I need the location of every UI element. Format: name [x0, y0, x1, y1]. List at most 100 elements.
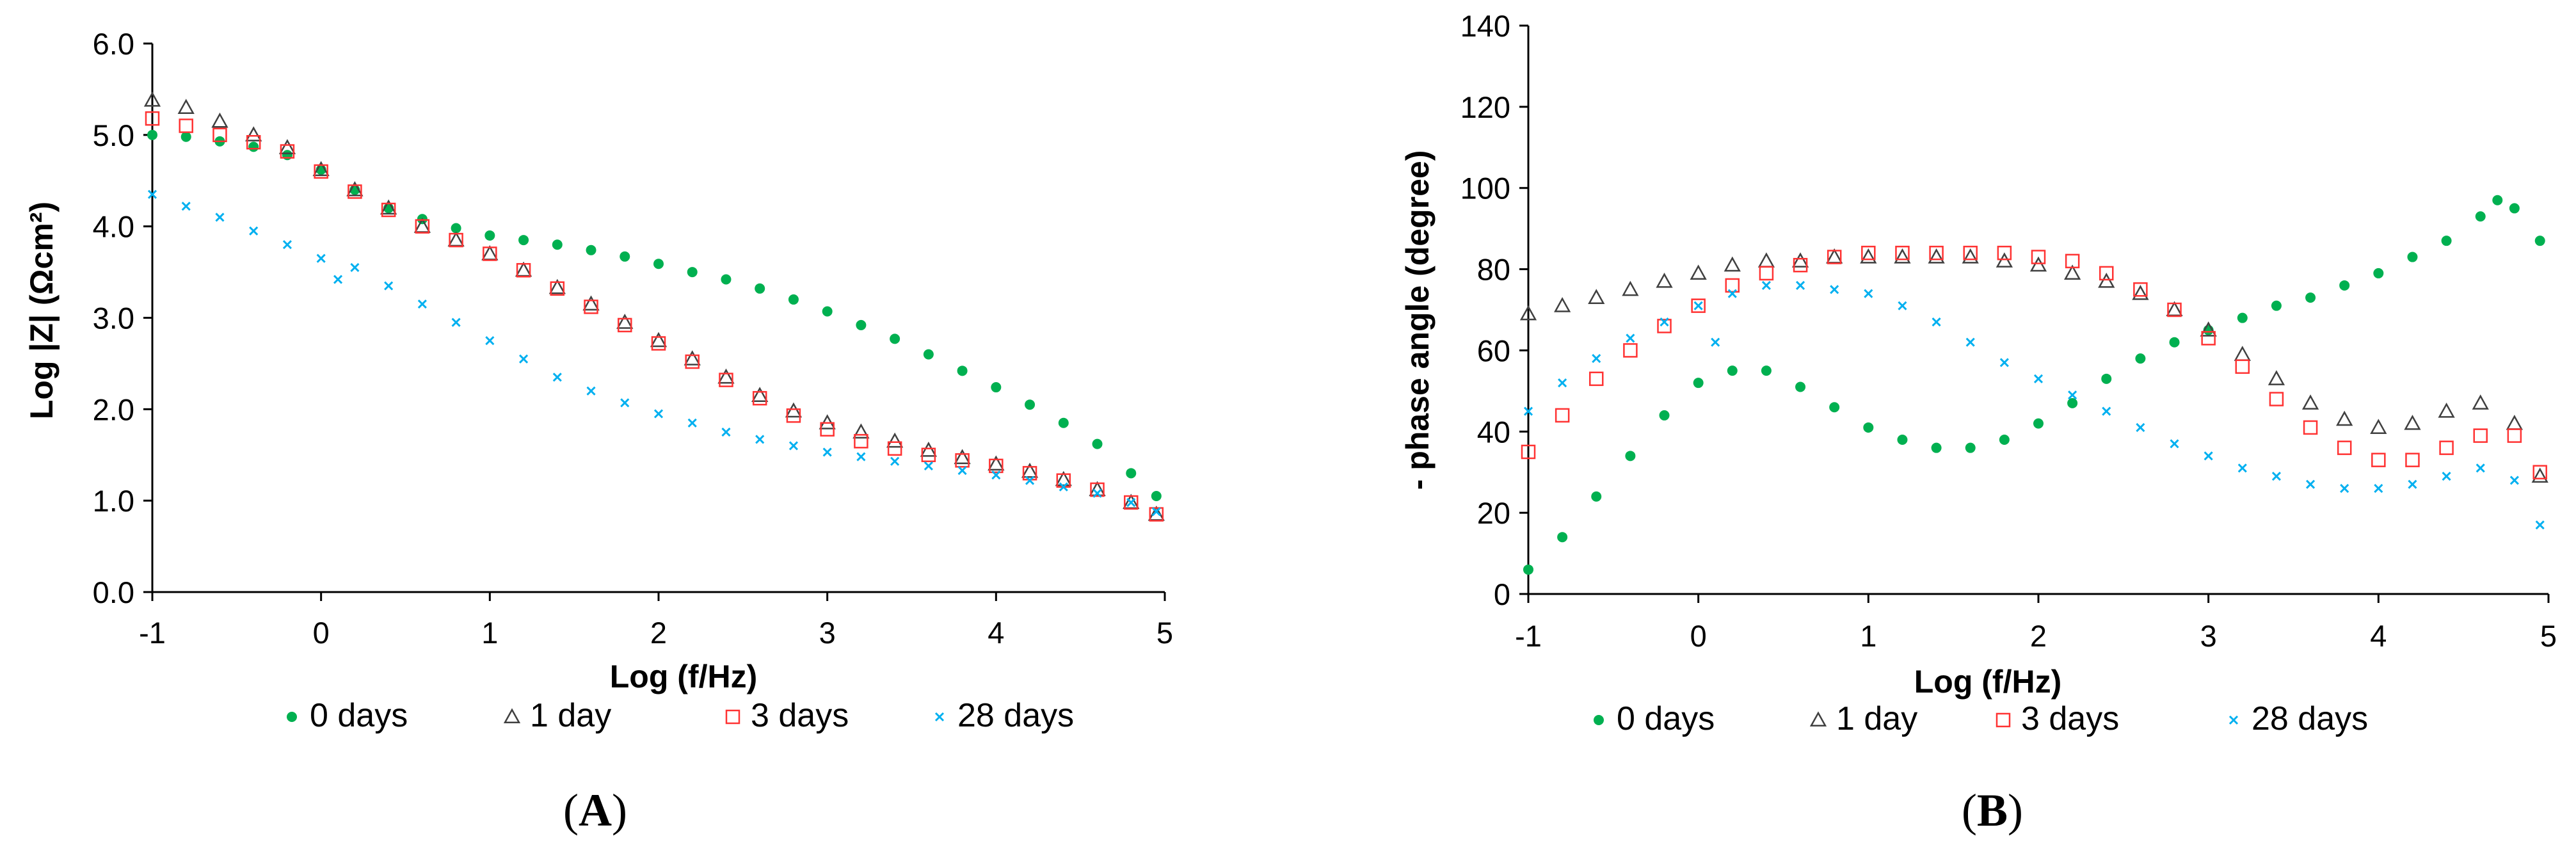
panel-a-x-axis-title: Log (f/Hz): [610, 659, 757, 694]
panel-b-point-28-days: [2271, 471, 2281, 481]
panel-a-point-28-days: [451, 317, 461, 327]
panel-a-point-1-day: [650, 332, 668, 348]
panel-a-point-28-days: [552, 373, 562, 382]
panel-a-point-28-days: [316, 253, 326, 263]
panel-a-point-0-days: [586, 245, 596, 255]
panel-b-point-28-days: [1864, 289, 1873, 298]
panel-a-point-3-days: [752, 390, 767, 406]
panel-a-point-28-days: [856, 452, 866, 461]
panel-b-legend-marker-1-day: [1809, 711, 1827, 727]
panel-a-point-1-day: [380, 199, 397, 215]
panel-b-x-tick-label: 2: [2030, 619, 2047, 653]
panel-a-point-28-days: [957, 465, 967, 476]
panel-a-point-28-days: [991, 470, 1001, 480]
panel-b-y-tick-label: 100: [1460, 172, 1510, 205]
panel-a-point-0-days: [552, 239, 563, 250]
panel-b-point-28-days: [2340, 484, 2349, 493]
panel-a-point-1-day: [211, 112, 228, 128]
panel-b-point-3-days: [1589, 371, 1604, 387]
panel-b-point-0-days: [2271, 300, 2282, 311]
panel-a-y-tick-label: 3.0: [93, 301, 134, 335]
panel-b-point-0-days: [2169, 337, 2180, 348]
panel-a-point-28-days: [249, 226, 259, 236]
panel-a-point-3-days: [618, 317, 632, 333]
panel-b-legend-label-1-day: 1 day: [1836, 700, 1917, 737]
panel-b-point-0-days: [2033, 418, 2044, 429]
panel-a-series-1-day: [143, 91, 1165, 521]
panel-b-point-28-days: [1693, 301, 1703, 310]
panel-b-point-28-days: [2476, 463, 2485, 473]
panel-a-point-0-days: [1058, 417, 1069, 428]
panel-a-legend-item-28-days: 28 days: [934, 697, 1074, 734]
panel-b-x-tick-label: 3: [2200, 619, 2217, 653]
panel-b-point-3-days: [1691, 298, 1706, 313]
panel-b-point-0-days: [2101, 373, 2112, 384]
panel-a-point-1-day: [515, 261, 532, 277]
panel-b-point-3-days: [1997, 245, 2012, 261]
panel-b-point-28-days: [2136, 422, 2145, 433]
panel-a-point-3-days: [719, 373, 733, 387]
panel-a-point-1-day: [582, 295, 600, 311]
panel-b-x-tick-label: 4: [2370, 619, 2387, 653]
panel-b-point-0-days: [2339, 280, 2350, 291]
panel-a-point-1-day: [548, 278, 566, 294]
panel-a-y-tick-label: 4.0: [93, 210, 134, 244]
panel-b-point-28-days: [2408, 479, 2417, 489]
panel-a-point-0-days: [991, 382, 1002, 393]
panel-a-point-0-days: [653, 259, 664, 269]
panel-a-legend-item-3-days: 3 days: [725, 697, 849, 734]
panel-a-point-0-days: [1025, 399, 1036, 410]
panel-a-point-1-day: [278, 139, 296, 154]
panel-b-series-3-days: [1521, 245, 2547, 479]
panel-a-point-1-day: [920, 442, 937, 457]
panel-b-point-3-days: [2303, 420, 2318, 435]
panel-a-point-3-days: [1149, 507, 1164, 522]
panel-b-point-0-days: [2509, 203, 2520, 214]
panel-b-point-0-days: [1863, 422, 1874, 433]
panel-b-point-1-day: [1519, 305, 1537, 321]
panel-a-point-0-days: [957, 365, 968, 376]
panel-a-point-1-day: [852, 423, 870, 439]
panel-a-legend: 0 days 1 day 3 days 28 days: [287, 697, 1074, 734]
panel-b-point-1-day: [2404, 415, 2421, 430]
panel-a-ticks: 0.0 1.0 2.0 3.0 4.0 5.0 6.0 -1 0 1 2 3 4 5: [93, 27, 1173, 650]
panel-a-x-tick-label: 3: [819, 616, 836, 650]
panel-b-point-3-days: [1861, 245, 1876, 261]
panel-b-point-1-day: [1656, 273, 1673, 288]
panel-a-legend-label-28-days: 28 days: [957, 697, 1074, 734]
panel-a-marks: [143, 91, 1165, 522]
panel-b-point-3-days: [1555, 408, 1570, 423]
panel-a-x-tick-label: -1: [139, 616, 166, 650]
panel-a-legend-marker-3-days: [725, 709, 740, 725]
panel-b-point-1-day: [2200, 321, 2217, 337]
panel-b-point-0-days: [2067, 397, 2078, 408]
panel-b-point-3-days: [1793, 257, 1808, 273]
panel-b-label: (B): [1962, 785, 2023, 836]
panel-a-x-tick-label: 1: [481, 616, 498, 650]
panel-a-point-3-days: [280, 144, 295, 159]
panel-a-y-tick-label: 1.0: [93, 484, 134, 518]
panel-b-point-0-days: [1761, 365, 1772, 376]
panel-a-point-3-days: [415, 219, 430, 234]
panel-b-x-tick-label: 0: [1690, 619, 1707, 653]
panel-a-point-28-days: [924, 461, 933, 470]
panel-a-chart: 0.0 1.0 2.0 3.0 4.0 5.0 6.0 -1 0 1 2 3 4 5 Log (f/Hz)…: [24, 27, 1173, 836]
panel-b-point-0-days: [2534, 236, 2545, 246]
panel-a-point-3-days: [584, 300, 598, 314]
panel-a-point-28-days: [788, 441, 798, 451]
panel-a-point-1-day: [988, 455, 1005, 471]
panel-a-point-28-days: [147, 189, 157, 199]
panel-b-point-28-days: [2237, 463, 2247, 473]
panel-a-series-0-days: [147, 129, 1162, 502]
panel-a-x-tick-label: 0: [313, 616, 330, 650]
panel-a-y-tick-label: 5.0: [93, 118, 134, 152]
panel-b-point-1-day: [1928, 248, 1945, 264]
panel-b-point-1-day: [2064, 264, 2081, 280]
panel-b-point-1-day: [1894, 248, 1911, 264]
panel-a-legend-marker-0-days: [287, 712, 297, 722]
panel-a-point-1-day: [1148, 506, 1165, 521]
panel-a-point-28-days: [519, 354, 529, 364]
panel-a-point-3-days: [955, 453, 970, 468]
panel-b-point-1-day: [1791, 252, 1809, 268]
panel-b-legend-label-0-days: 0 days: [1617, 700, 1715, 737]
